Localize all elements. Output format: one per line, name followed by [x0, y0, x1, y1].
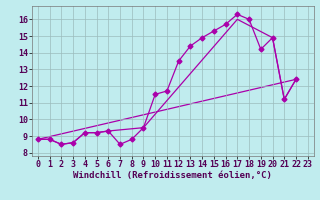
- X-axis label: Windchill (Refroidissement éolien,°C): Windchill (Refroidissement éolien,°C): [73, 171, 272, 180]
